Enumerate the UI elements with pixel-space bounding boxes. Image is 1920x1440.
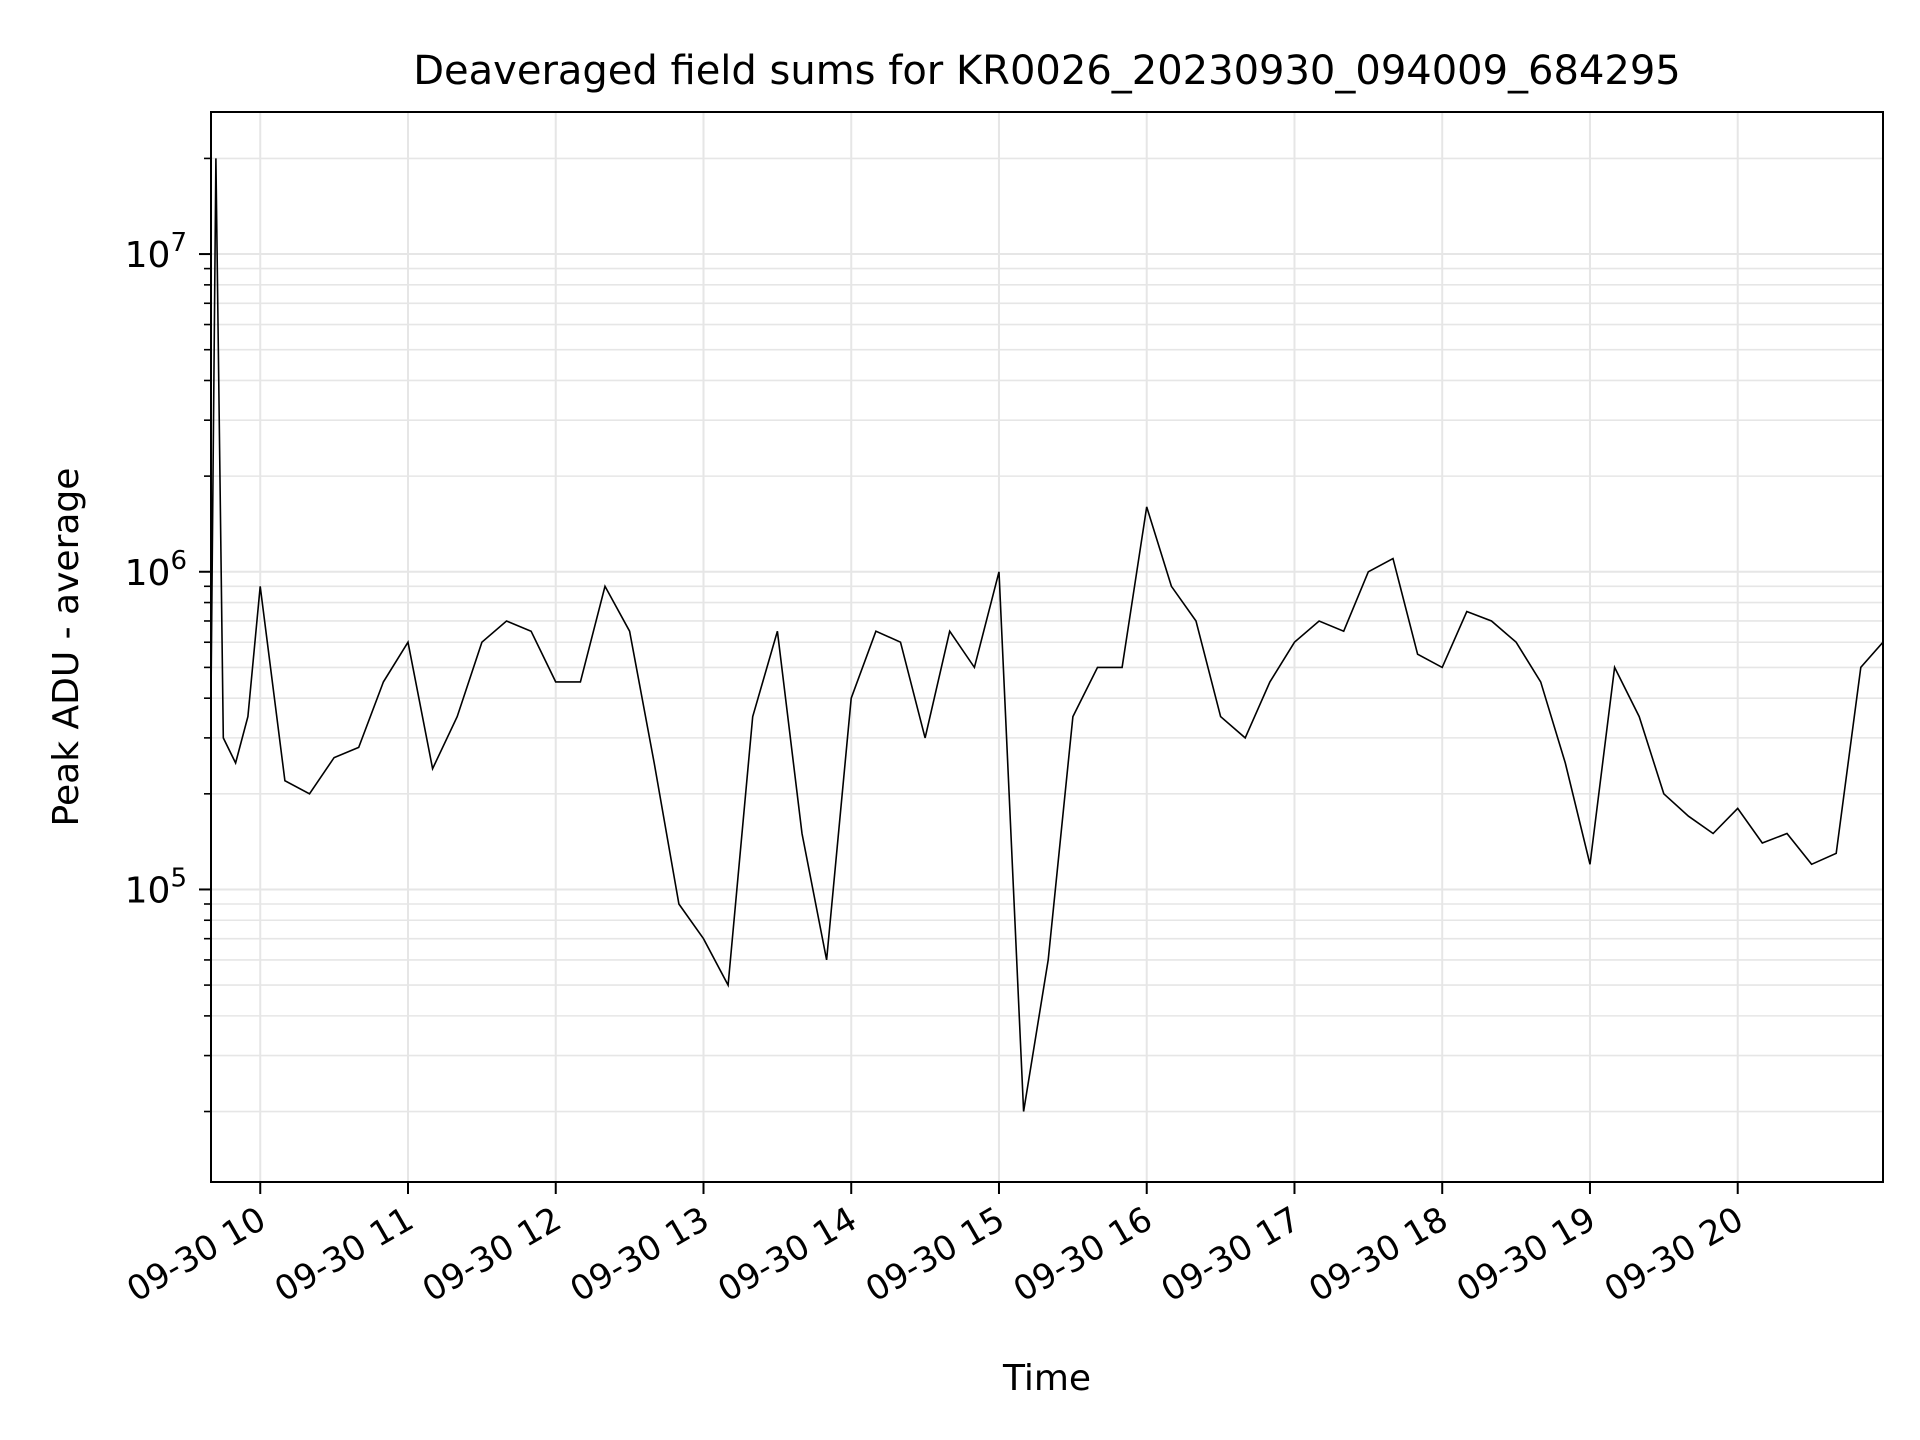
plot-frame: [210, 111, 1884, 1183]
y-axis-ticks: 105 106 107: [125, 157, 211, 1113]
y-axis-label: Peak ADU - average: [46, 468, 87, 827]
y-tick-label: 106: [125, 546, 187, 594]
chart-title: Deaveraged field sums for KR0026_2023093…: [413, 48, 1681, 94]
grid: [211, 112, 1883, 1182]
y-tick-label: 105: [125, 863, 187, 911]
series-line: [211, 158, 1883, 1112]
series-group: [211, 158, 1883, 1112]
y-tick-label: 107: [125, 228, 187, 276]
x-axis-label: Time: [1002, 1358, 1091, 1399]
